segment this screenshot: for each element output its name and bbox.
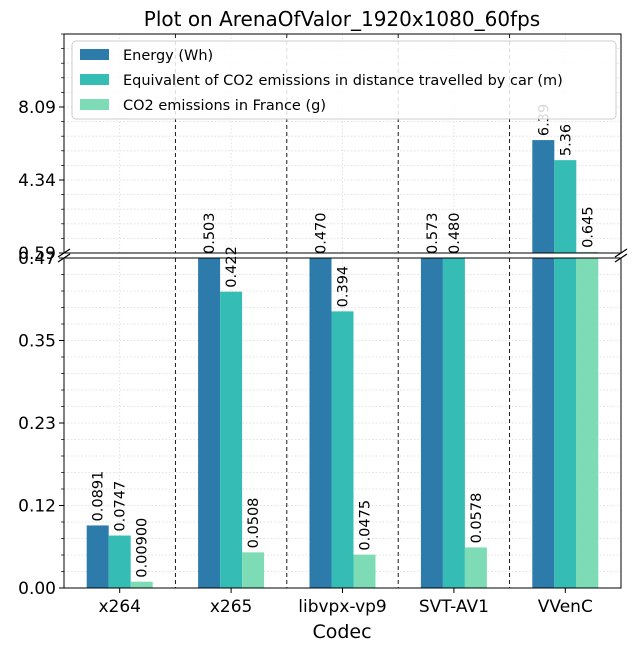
axes: 0.00 0.12 0.23 0.35 0.470.59 4.34 8.09 x264 x265…	[18, 33, 628, 617]
data-label: 0.422	[224, 246, 240, 288]
y-tick-label: 4.34	[18, 171, 56, 191]
bar-libvpx-vp9-series0	[309, 258, 332, 588]
data-label: 0.394	[336, 266, 352, 308]
x-tick-label: libvpx-vp9	[298, 597, 387, 617]
data-label: 0.0891	[91, 471, 107, 522]
bar-upper-VVenC-series1	[554, 160, 577, 253]
bar-VVenC-series1	[554, 258, 577, 588]
y-tick-label: 0.35	[18, 332, 56, 352]
y-tick-label: 0.00	[18, 579, 56, 599]
data-label: 0.0578	[469, 493, 485, 544]
bar-x264-series0	[86, 525, 109, 588]
data-label: 0.0747	[113, 481, 129, 532]
legend-swatch	[80, 74, 109, 85]
bar-x264-series1	[108, 535, 131, 588]
data-label: 0.470	[314, 212, 330, 254]
legend-swatch	[80, 49, 109, 60]
bar-x265-series1	[220, 291, 243, 588]
bar-VVenC-series2	[576, 258, 599, 588]
bar-upper-VVenC-series2	[576, 251, 599, 253]
y-tick-label: 0.47	[18, 249, 56, 269]
data-label: 0.0475	[358, 500, 374, 551]
legend-entry: CO2 emissions in France (g)	[123, 98, 326, 114]
x-tick-label: VVenC	[538, 597, 593, 617]
upper-axes-frame	[63, 33, 622, 254]
legend: Energy (Wh) Equivalent of CO2 emissions i…	[71, 40, 617, 120]
legend-entry: Energy (Wh)	[123, 48, 213, 64]
x-tick-label: x264	[98, 597, 141, 617]
bar-libvpx-vp9-series1	[331, 311, 354, 588]
legend-swatch	[80, 99, 109, 110]
bar-SVT-AV1-series1	[442, 258, 465, 588]
y-tick-label: 0.23	[18, 414, 56, 434]
legend-box	[71, 40, 617, 120]
bars	[86, 140, 599, 588]
bar-x265-series0	[198, 258, 221, 588]
bar-SVT-AV1-series2	[464, 547, 487, 588]
data-label: 0.645	[580, 206, 596, 248]
bar-upper-VVenC-series0	[532, 140, 555, 253]
x-axis-label: Codec	[312, 621, 371, 643]
x-tick-label: SVT-AV1	[419, 597, 489, 617]
data-label: 0.573	[425, 212, 441, 254]
legend-entry: Equivalent of CO2 emissions in distance …	[123, 73, 563, 89]
x-tick-label: x265	[210, 597, 253, 617]
bar-x265-series2	[242, 552, 265, 588]
axis-break-mark	[614, 248, 628, 258]
data-label: 0.480	[447, 212, 463, 254]
data-label: 0.0508	[246, 498, 262, 549]
y-tick-label: 0.59	[18, 244, 56, 264]
bar-SVT-AV1-series0	[420, 258, 443, 588]
bar-x264-series2	[130, 581, 153, 588]
bar-libvpx-vp9-series2	[353, 554, 376, 588]
y-tick-label: 8.09	[18, 98, 56, 118]
data-label: 5.36	[558, 124, 574, 156]
chart-title: Plot on ArenaOfValor_1920x1080_60fps	[144, 7, 540, 31]
bar-VVenC-series0	[532, 258, 555, 588]
data-label: 0.503	[202, 212, 218, 254]
axis-break-mark	[614, 253, 628, 263]
data-label: 0.00900	[135, 518, 151, 578]
y-tick-label: 0.12	[18, 497, 56, 517]
